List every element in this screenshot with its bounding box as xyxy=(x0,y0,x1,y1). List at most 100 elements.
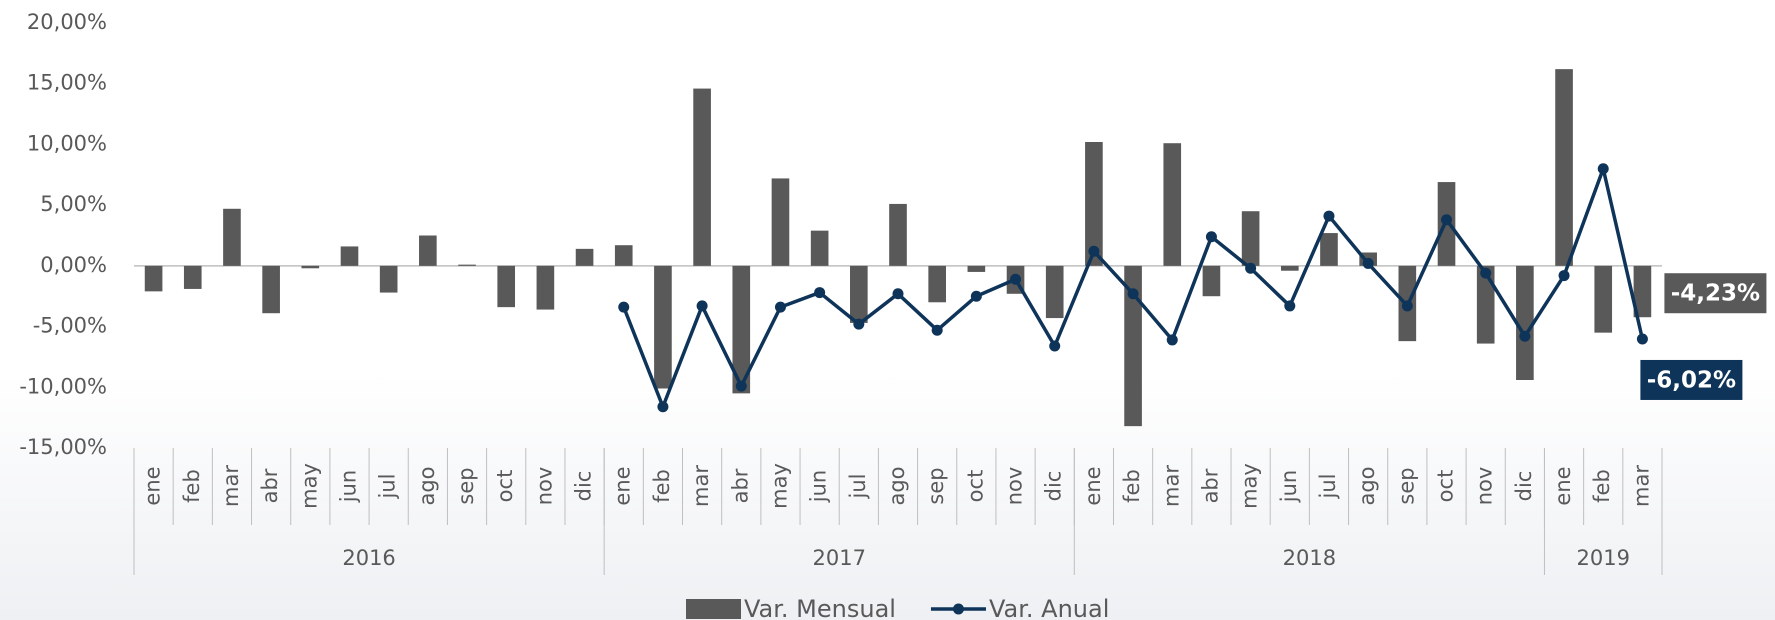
x-tick-label: abr xyxy=(1198,468,1222,503)
bar xyxy=(889,203,907,266)
y-tick-label: -5,00% xyxy=(33,314,107,338)
value-label-box xyxy=(1664,273,1767,314)
x-tick-label: mar xyxy=(689,465,713,507)
bar xyxy=(850,265,868,323)
legend-swatch xyxy=(686,599,741,619)
y-tick-label: -15,00% xyxy=(19,435,107,459)
bar xyxy=(223,208,241,266)
bar xyxy=(1163,143,1182,266)
bar xyxy=(654,265,672,389)
bar xyxy=(1594,265,1613,333)
line-marker xyxy=(774,301,786,313)
bar xyxy=(614,245,633,266)
line-marker xyxy=(931,324,943,336)
bar xyxy=(183,265,202,289)
x-tick-label: may xyxy=(297,463,321,509)
y-tick-label: 5,00% xyxy=(40,192,107,216)
legend-swatch-marker xyxy=(952,603,964,615)
line-marker xyxy=(1049,340,1061,352)
value-label-box xyxy=(1640,359,1743,400)
line-marker xyxy=(1519,330,1531,342)
x-tick-label: ago xyxy=(885,466,909,505)
line-marker xyxy=(1480,267,1492,279)
line-marker xyxy=(1362,257,1374,269)
x-tick-label: jul xyxy=(376,474,400,500)
y-tick-label: 10,00% xyxy=(27,131,107,155)
x-tick-label: dic xyxy=(1512,471,1536,502)
line-marker xyxy=(1441,214,1453,226)
line-marker xyxy=(1127,288,1139,300)
bar xyxy=(536,265,555,310)
value-label: -6,02% xyxy=(1647,367,1736,393)
bar xyxy=(810,230,829,266)
bar xyxy=(967,265,986,272)
x-tick-label: sep xyxy=(924,467,948,504)
bar xyxy=(497,265,516,308)
x-tick-label: oct xyxy=(493,470,517,503)
x-tick-label: feb xyxy=(180,469,204,503)
y-tick-label: -10,00% xyxy=(19,374,107,398)
bar xyxy=(1633,265,1652,318)
line-marker xyxy=(1401,300,1413,312)
line-marker xyxy=(696,300,708,312)
line-marker xyxy=(1205,231,1217,243)
x-tick-label: ene xyxy=(141,466,165,505)
x-tick-label: jul xyxy=(1316,474,1340,500)
bar xyxy=(928,265,946,303)
line-marker xyxy=(1323,210,1335,222)
x-tick-label: ene xyxy=(611,466,635,505)
bar xyxy=(575,248,594,266)
x-tick-label: jun xyxy=(807,470,831,503)
x-tick-label: mar xyxy=(1629,465,1653,507)
y-tick-label: 15,00% xyxy=(27,71,107,95)
x-tick-label: dic xyxy=(1042,471,1066,502)
x-tick-label: feb xyxy=(650,469,674,503)
bar xyxy=(1555,69,1573,266)
line-marker xyxy=(1010,273,1022,285)
bar xyxy=(1045,265,1064,319)
x-tick-label: dic xyxy=(572,471,596,502)
bar xyxy=(1241,211,1260,266)
x-tick-label: jun xyxy=(1277,470,1301,503)
x-tick-label: mar xyxy=(1159,465,1183,507)
bar xyxy=(1280,265,1299,271)
bar xyxy=(1085,142,1103,266)
line-marker xyxy=(892,288,904,300)
x-tick-label: nov xyxy=(1003,467,1027,506)
bar xyxy=(771,178,790,266)
group-label: 2017 xyxy=(813,546,866,570)
group-label: 2016 xyxy=(342,546,395,570)
x-tick-label: nov xyxy=(532,467,556,506)
line-marker xyxy=(1597,163,1609,175)
x-tick-label: sep xyxy=(1394,467,1418,504)
bar xyxy=(144,265,163,292)
x-tick-label: abr xyxy=(258,468,282,503)
bar xyxy=(262,265,280,314)
x-tick-label: feb xyxy=(1590,469,1614,503)
bar xyxy=(1124,265,1142,427)
line-marker xyxy=(618,301,630,313)
x-tick-label: feb xyxy=(1120,469,1144,503)
bar xyxy=(732,265,751,394)
x-tick-label: jul xyxy=(846,474,870,500)
line-marker xyxy=(1166,334,1178,346)
y-tick-label: 0,00% xyxy=(40,253,107,277)
y-tick-label: 20,00% xyxy=(27,10,107,34)
bar xyxy=(379,265,398,293)
x-tick-label: nov xyxy=(1473,467,1497,506)
line-marker xyxy=(1284,300,1296,312)
line-marker xyxy=(1636,333,1648,345)
line-marker xyxy=(853,318,865,330)
x-tick-label: sep xyxy=(454,467,478,504)
x-tick-label: ene xyxy=(1081,466,1105,505)
line-marker xyxy=(735,380,747,392)
bar xyxy=(1516,265,1534,380)
group-label: 2019 xyxy=(1577,546,1630,570)
x-tick-label: oct xyxy=(963,470,987,503)
legend-label: Var. Anual xyxy=(989,595,1109,620)
x-tick-label: may xyxy=(1238,463,1262,509)
x-tick-label: ago xyxy=(415,466,439,505)
bar xyxy=(693,88,711,266)
bar xyxy=(1320,233,1338,266)
value-label: -4,23% xyxy=(1671,281,1760,307)
